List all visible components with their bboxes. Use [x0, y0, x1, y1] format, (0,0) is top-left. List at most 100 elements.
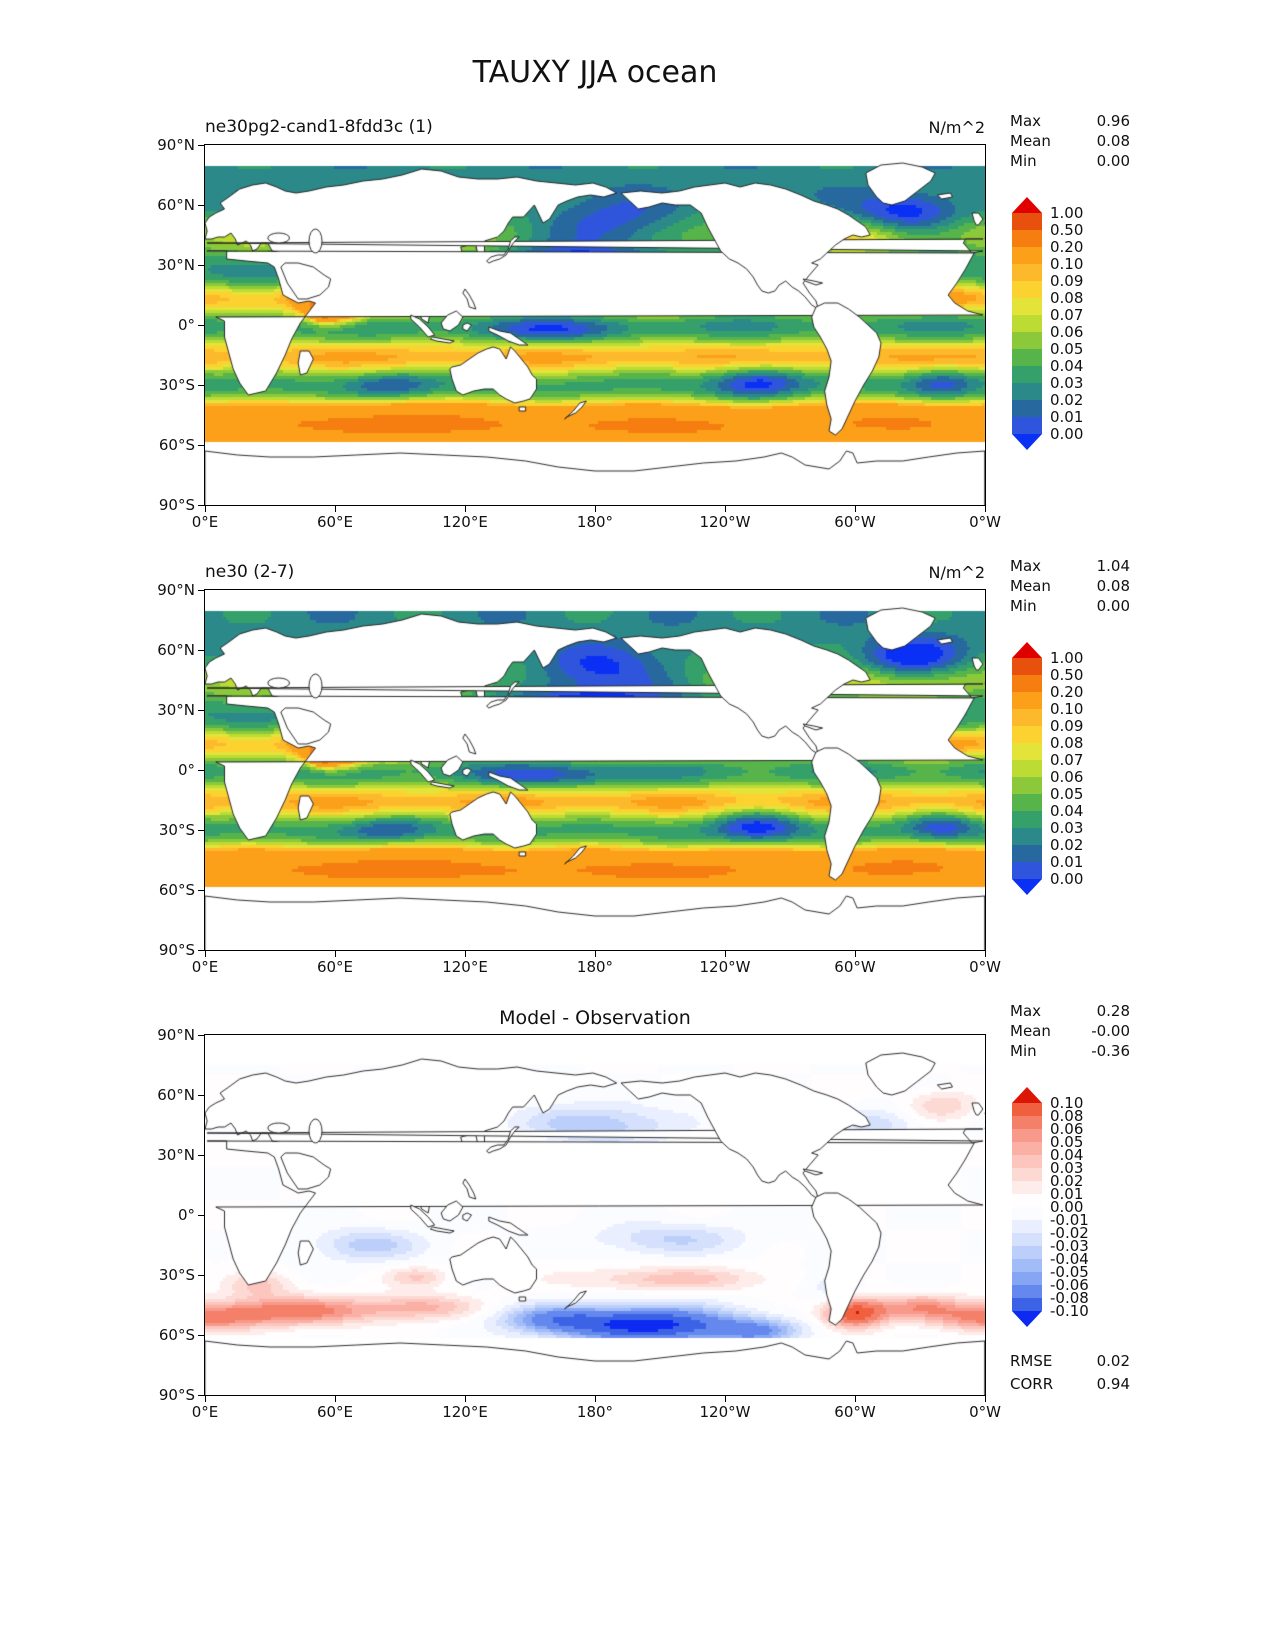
lon-tickmark: [724, 506, 726, 512]
lon-tick-label: 120°E: [442, 513, 488, 531]
panel-title-reference: ne30 (2-7): [205, 562, 295, 582]
colorbar-bin: [1012, 1272, 1042, 1285]
lon-tick-label: 180°: [576, 958, 614, 976]
colorbar-bin: [1012, 692, 1042, 709]
lat-tick-label: 90°N: [157, 136, 195, 154]
lat-tickmark: [198, 889, 204, 891]
colorbar-label: 0.05: [1050, 1133, 1084, 1151]
lon-tick-label: 60°W: [834, 1403, 876, 1421]
lat-tick-label: 30°S: [158, 821, 195, 839]
stat-value-mean: 0.08: [1096, 132, 1130, 150]
stat-label-max: Max: [1010, 557, 1042, 575]
score-value-corr: 0.94: [1096, 1375, 1130, 1393]
lat-tickmark: [198, 1334, 204, 1336]
colorbar-bin: [1012, 743, 1042, 760]
colorbar-label: 0.00: [1050, 425, 1084, 443]
lat-tickmark: [198, 769, 204, 771]
colorbar-bin: [1012, 366, 1042, 383]
score-label-rmse: RMSE: [1010, 1352, 1053, 1370]
units-label: N/m^2: [928, 118, 985, 137]
lon-tick-label: 60°W: [834, 958, 876, 976]
lon-tick-label: 180°: [576, 1403, 614, 1421]
lon-tick-label: 120°W: [699, 958, 751, 976]
colorbar-bin: [1012, 1103, 1042, 1116]
lat-tickmark: [198, 1274, 204, 1276]
lon-tickmark: [984, 506, 986, 512]
lon-tick-label: 120°W: [699, 1403, 751, 1421]
stat-label-min: Min: [1010, 152, 1037, 170]
stat-label-max: Max: [1010, 1002, 1042, 1020]
lat-tickmark: [198, 589, 204, 591]
lon-tickmark: [334, 951, 336, 957]
lon-tick-label: 0°E: [191, 513, 219, 531]
colorbar-label: 0.20: [1050, 683, 1084, 701]
lat-tick-label: 60°N: [157, 196, 195, 214]
colorbar-bin: [1012, 658, 1042, 675]
lat-tickmark: [198, 1154, 204, 1156]
colorbar-bin: [1012, 709, 1042, 726]
colorbar-arrow-under: [1012, 434, 1042, 450]
colorbar-arrow-under: [1012, 1311, 1042, 1327]
colorbar-label: 0.03: [1050, 374, 1084, 392]
colorbar-label: 1.00: [1050, 204, 1084, 222]
lat-tick-label: 0°: [177, 1206, 195, 1224]
colorbar-bin: [1012, 1181, 1042, 1194]
lat-tickmark: [198, 829, 204, 831]
lon-tickmark: [334, 506, 336, 512]
colorbar-label: 0.00: [1050, 1198, 1084, 1216]
stat-value-min: 0.00: [1096, 597, 1130, 615]
lat-tickmark: [198, 949, 204, 951]
lat-tick-label: 0°: [177, 316, 195, 334]
colorbar-label: 0.04: [1050, 1146, 1084, 1164]
lat-tickmark: [198, 264, 204, 266]
colorbar-bin: [1012, 1155, 1042, 1168]
lat-tickmark: [198, 444, 204, 446]
colorbar-label: 0.06: [1050, 323, 1084, 341]
lat-tick-label: 30°N: [157, 256, 195, 274]
colorbar-label: -0.02: [1050, 1224, 1089, 1242]
colorbar-bin: [1012, 1285, 1042, 1298]
lon-tickmark: [724, 951, 726, 957]
colorbar-bin: [1012, 213, 1042, 230]
colorbar-label: 0.02: [1050, 391, 1084, 409]
colorbar-bin: [1012, 315, 1042, 332]
lat-tick-label: 60°S: [158, 881, 195, 899]
figure-title: TAUXY JJA ocean: [472, 55, 718, 90]
colorbar-label: 0.03: [1050, 819, 1084, 837]
lon-tickmark: [854, 951, 856, 957]
colorbar-label: -0.10: [1050, 1302, 1089, 1320]
lat-tickmark: [198, 1094, 204, 1096]
lon-tick-label: 0°W: [969, 958, 1001, 976]
lon-tick-label: 0°E: [191, 958, 219, 976]
colorbar-bin: [1012, 298, 1042, 315]
colorbar-bin: [1012, 1233, 1042, 1246]
lat-tickmark: [198, 144, 204, 146]
colorbar-arrow-over: [1012, 642, 1042, 658]
colorbar-label: 0.04: [1050, 802, 1084, 820]
colorbar-bin: [1012, 845, 1042, 862]
map-canvas-reference: [205, 590, 985, 950]
score-label-corr: CORR: [1010, 1375, 1054, 1393]
lon-tick-label: 60°E: [316, 1403, 354, 1421]
colorbar-bin: [1012, 811, 1042, 828]
lon-tickmark: [204, 506, 206, 512]
colorbar-bin: [1012, 794, 1042, 811]
lon-tick-label: 120°E: [442, 1403, 488, 1421]
lat-tick-label: 30°S: [158, 376, 195, 394]
lat-tick-label: 60°N: [157, 641, 195, 659]
lat-tickmark: [198, 1394, 204, 1396]
colorbar-bin: [1012, 862, 1042, 879]
lon-tick-label: 0°W: [969, 1403, 1001, 1421]
lon-tickmark: [594, 506, 596, 512]
colorbar-bin: [1012, 1298, 1042, 1311]
colorbar-label: 0.07: [1050, 306, 1084, 324]
colorbar-bin: [1012, 1194, 1042, 1207]
lat-tickmark: [198, 384, 204, 386]
lon-tick-label: 0°E: [191, 1403, 219, 1421]
lon-tick-label: 120°W: [699, 513, 751, 531]
lat-tickmark: [198, 504, 204, 506]
colorbar-bin: [1012, 247, 1042, 264]
colorbar-bin: [1012, 1259, 1042, 1272]
stat-label-min: Min: [1010, 1042, 1037, 1060]
